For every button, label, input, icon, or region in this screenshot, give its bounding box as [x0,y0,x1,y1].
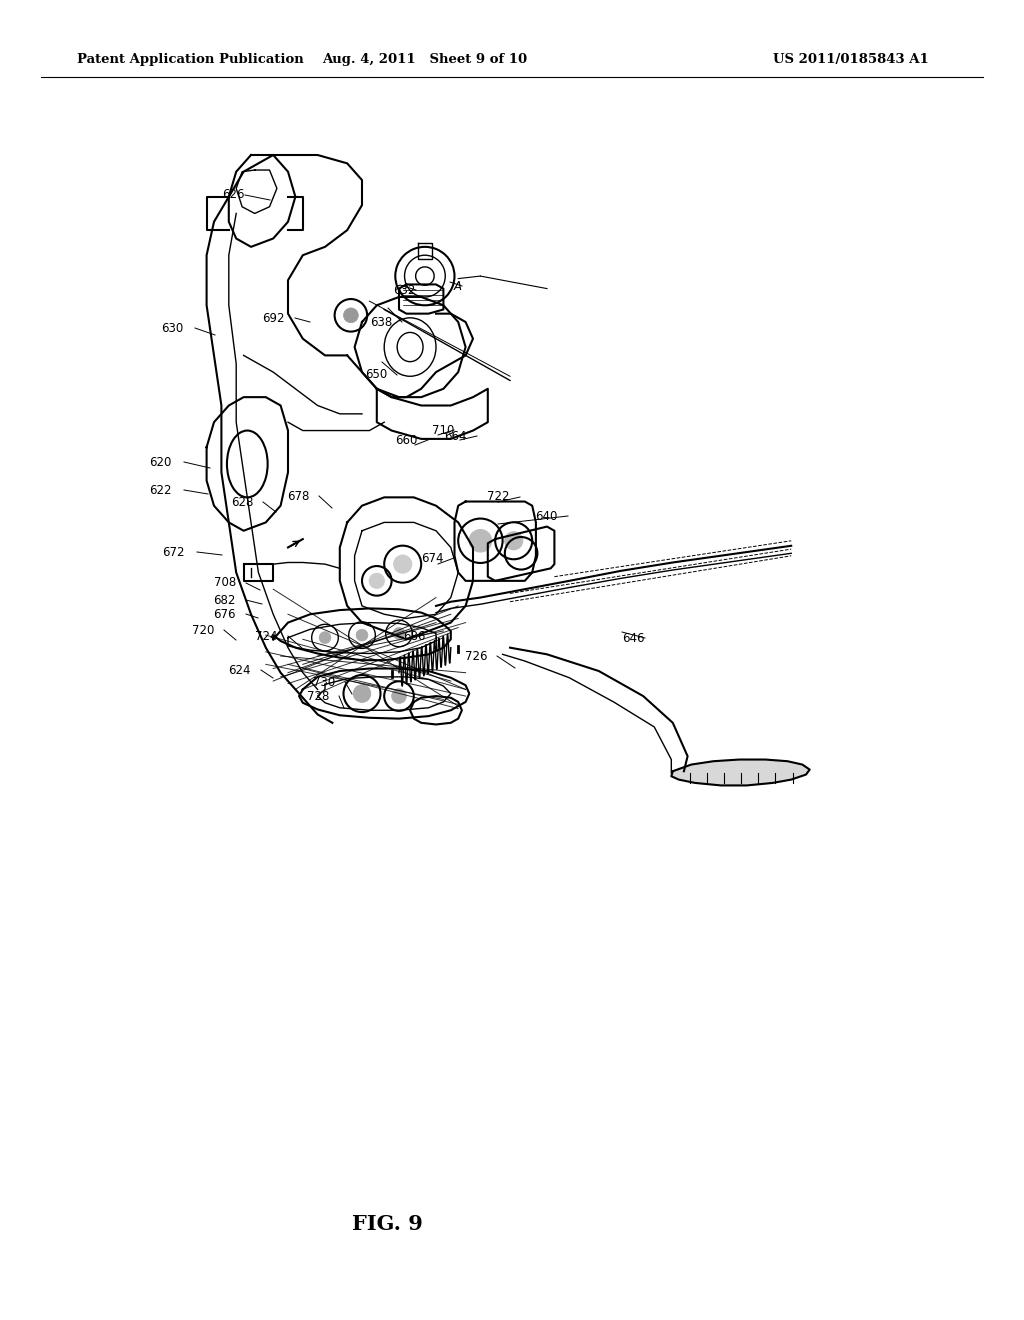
Text: 724: 724 [256,630,278,643]
Text: 708: 708 [214,577,236,590]
Circle shape [393,627,404,639]
Text: 638: 638 [370,315,392,329]
Circle shape [469,529,492,552]
Text: 620: 620 [150,455,172,469]
Text: 622: 622 [150,483,172,496]
Circle shape [356,630,368,642]
Text: 646: 646 [623,631,645,644]
Text: US 2011/0185843 A1: US 2011/0185843 A1 [773,53,929,66]
Circle shape [353,685,371,702]
Text: 726: 726 [465,649,487,663]
Text: 664: 664 [444,429,467,442]
Text: 720: 720 [191,623,214,636]
Circle shape [319,632,331,644]
Text: 722: 722 [487,491,510,503]
Circle shape [370,573,384,589]
Text: 660: 660 [395,433,418,446]
Circle shape [391,689,407,704]
Text: 728: 728 [306,689,329,702]
Polygon shape [672,759,810,785]
Text: Patent Application Publication: Patent Application Publication [77,53,303,66]
Text: 674: 674 [422,552,444,565]
Text: 686: 686 [403,630,426,643]
Text: FIG. 9: FIG. 9 [351,1213,423,1234]
Text: 682: 682 [214,594,236,606]
Text: Aug. 4, 2011   Sheet 9 of 10: Aug. 4, 2011 Sheet 9 of 10 [323,53,527,66]
Text: 624: 624 [228,664,251,676]
Text: 628: 628 [230,495,253,508]
Text: 630: 630 [161,322,183,334]
Text: 650: 650 [365,368,387,381]
Text: 710: 710 [432,424,454,437]
Text: 692: 692 [262,312,285,325]
Circle shape [343,308,358,322]
Text: A: A [454,280,462,293]
Text: 672: 672 [163,545,185,558]
Text: 626: 626 [222,189,245,202]
Circle shape [505,532,522,549]
Text: 730: 730 [312,676,335,689]
Text: 678: 678 [287,490,309,503]
Text: 640: 640 [536,510,558,523]
Text: 676: 676 [213,607,236,620]
Circle shape [394,556,412,573]
Text: 632: 632 [393,284,416,297]
